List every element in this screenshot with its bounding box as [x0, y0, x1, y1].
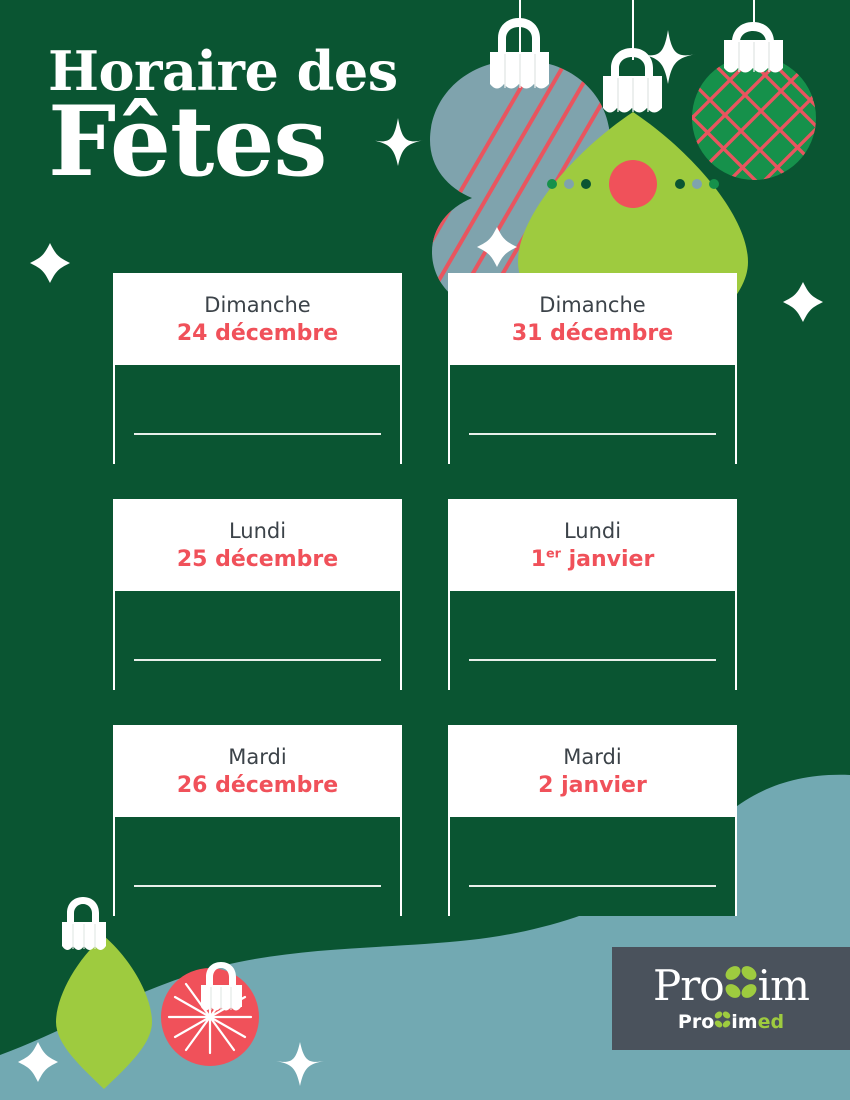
ornament-cap [490, 18, 549, 89]
x-sparkle-icon [30, 243, 70, 283]
starburst-icon [167, 975, 253, 1055]
sparkle-star-icon [640, 30, 696, 84]
card-day-label: Dimanche [539, 292, 646, 317]
write-in-line [469, 659, 716, 661]
write-in-line [134, 433, 381, 435]
card-date-month: janvier [560, 546, 655, 572]
card-date-label: 24 décembre [176, 320, 339, 346]
schedule-card[interactable]: Dimanche 31 décembre [448, 273, 737, 464]
proximed-part1: Pro [677, 1011, 715, 1033]
card-date-label: 1er janvier [531, 545, 655, 575]
schedule-card-grid: Dimanche 24 décembre Dimanche 31 décembr… [113, 273, 737, 916]
schedule-card[interactable]: Lundi 25 décembre [113, 499, 402, 690]
ornament-cap [724, 22, 783, 73]
teardrop-ornament-lime-bottom [56, 897, 152, 1089]
lattice-ball-ornament [692, 22, 816, 180]
write-in-line [134, 659, 381, 661]
card-header: Dimanche 31 décembre [450, 275, 735, 363]
write-in-line [134, 885, 381, 887]
card-header: Lundi 1er janvier [450, 501, 735, 589]
title-line-1: Horaire des [48, 39, 398, 103]
card-hours-area[interactable] [450, 589, 735, 690]
card-hours-area[interactable] [115, 815, 400, 916]
proximed-part2: im [731, 1011, 758, 1033]
card-hours-area[interactable] [115, 589, 400, 690]
card-day-label: Lundi [228, 518, 287, 543]
proxim-wordmark-part1: Pro [653, 961, 725, 1010]
card-hours-area[interactable] [115, 363, 400, 464]
proxim-wordmark-part2: im [757, 961, 810, 1010]
card-date-ordinal: er [546, 546, 561, 562]
title-line-2: Fêtes [48, 85, 327, 198]
card-date-number: 1 [530, 546, 546, 572]
card-date-label: 31 décembre [511, 320, 674, 346]
card-date-label: 26 décembre [176, 772, 339, 798]
card-date-label: 25 décembre [176, 546, 339, 572]
x-sparkle-icon [18, 1042, 58, 1082]
card-day-label: Mardi [563, 744, 622, 769]
sparkle-star-icon [276, 1042, 324, 1086]
page-title: Horaire des Fêtes [48, 39, 398, 198]
ornament-cap [603, 48, 662, 113]
card-date-label: 2 janvier [538, 772, 647, 798]
proxim-logo-panel[interactable]: Pro im Pro [612, 947, 850, 1050]
ornament-cap [201, 962, 242, 1011]
schedule-card[interactable]: Mardi 2 janvier [448, 725, 737, 916]
card-header: Lundi 25 décembre [115, 501, 400, 589]
proxim-butterfly-x-icon [724, 963, 758, 1009]
write-in-line [469, 433, 716, 435]
card-day-label: Mardi [228, 744, 287, 769]
red-ball-ornament [161, 962, 259, 1066]
proximed-wordmark: Pro im ed [678, 1010, 784, 1034]
schedule-card[interactable]: Dimanche 24 décembre [113, 273, 402, 464]
card-header: Dimanche 24 décembre [115, 275, 400, 363]
x-sparkle-icon [783, 282, 823, 322]
proximed-butterfly-x-icon [714, 1010, 731, 1034]
write-in-line [469, 885, 716, 887]
ornament-cap [62, 897, 106, 950]
card-day-label: Dimanche [204, 292, 311, 317]
card-header: Mardi 2 janvier [450, 727, 735, 815]
card-day-label: Lundi [563, 518, 622, 543]
x-sparkle-icon [477, 227, 517, 267]
proxim-wordmark: Pro im [653, 961, 810, 1010]
schedule-card[interactable]: Mardi 26 décembre [113, 725, 402, 916]
proximed-part3: ed [757, 1011, 785, 1033]
ornament-center-dot [609, 160, 657, 208]
card-header: Mardi 26 décembre [115, 727, 400, 815]
card-hours-area[interactable] [450, 363, 735, 464]
schedule-card[interactable]: Lundi 1er janvier [448, 499, 737, 690]
card-hours-area[interactable] [450, 815, 735, 916]
